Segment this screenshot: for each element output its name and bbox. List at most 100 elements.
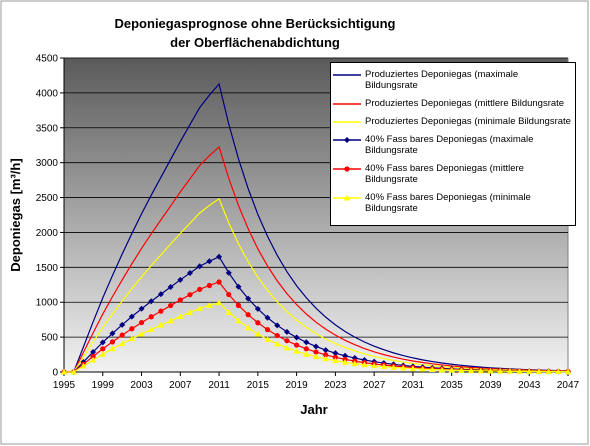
series-line xyxy=(64,82,569,373)
legend-swatch xyxy=(333,194,361,201)
data-point xyxy=(516,368,523,374)
data-point xyxy=(138,319,145,326)
x-tick-label: 2027 xyxy=(363,380,386,391)
data-point xyxy=(293,334,300,341)
legend-swatch xyxy=(333,166,361,172)
data-point xyxy=(312,353,320,360)
data-point xyxy=(99,339,106,346)
data-point xyxy=(197,286,203,292)
data-point xyxy=(235,302,242,308)
data-point xyxy=(225,269,232,276)
data-point xyxy=(284,338,290,344)
x-tick-label: 1999 xyxy=(92,380,115,391)
legend-entry: 40% Fass bares Deponiegas (mittlere Bild… xyxy=(333,163,573,185)
data-point xyxy=(119,332,125,338)
data-point xyxy=(293,348,300,354)
legend-swatch xyxy=(333,137,361,143)
data-point xyxy=(303,350,310,357)
data-point xyxy=(196,263,203,270)
x-tick-label: 2023 xyxy=(324,380,347,391)
data-point xyxy=(390,364,397,370)
data-point xyxy=(313,349,319,355)
data-point xyxy=(235,317,242,324)
data-point xyxy=(148,314,154,320)
x-tick-label: 2003 xyxy=(130,380,153,391)
data-point xyxy=(225,309,232,315)
data-point xyxy=(128,335,136,342)
y-tick-label: 4000 xyxy=(36,88,59,99)
data-point xyxy=(138,305,145,312)
data-point xyxy=(303,339,310,346)
x-axis-label: Jahr xyxy=(300,402,327,417)
data-point xyxy=(196,305,203,311)
y-axis-label: Deponiegas [m³/h] xyxy=(8,158,23,271)
x-tick-label: 1995 xyxy=(53,380,76,391)
data-point xyxy=(323,352,329,358)
data-point xyxy=(70,368,77,375)
y-tick-label: 3500 xyxy=(36,123,59,134)
data-point xyxy=(167,284,174,291)
data-point xyxy=(303,346,309,352)
data-point xyxy=(526,368,533,374)
y-tick-label: 0 xyxy=(52,368,58,379)
data-point xyxy=(89,356,97,363)
data-point xyxy=(255,320,261,326)
data-point xyxy=(157,321,165,328)
data-point xyxy=(254,305,261,312)
legend-entry: 40% Fass bares Deponiegas (maximale Bild… xyxy=(333,134,573,156)
data-point xyxy=(341,359,349,365)
legend-swatch xyxy=(333,121,361,123)
x-tick-label: 2011 xyxy=(208,380,230,391)
data-point xyxy=(90,348,97,355)
data-point xyxy=(487,367,494,374)
x-tick-label: 2043 xyxy=(518,380,541,391)
data-point xyxy=(206,302,213,308)
legend-marker xyxy=(343,194,351,201)
legend-label: 40% Fass bares Deponiegas (minimale Bild… xyxy=(365,192,531,214)
data-point xyxy=(370,362,378,369)
data-point xyxy=(274,340,281,347)
series-line xyxy=(64,197,569,373)
series-line xyxy=(64,145,569,373)
y-tick-label: 4500 xyxy=(36,54,59,65)
data-point xyxy=(187,292,193,298)
x-tick-label: 2007 xyxy=(169,380,192,391)
y-tick-label: 500 xyxy=(41,333,58,344)
data-point xyxy=(129,326,135,332)
data-point xyxy=(351,360,358,367)
data-point xyxy=(254,330,262,337)
data-point xyxy=(206,258,213,265)
legend-label: Produziertes Deponiegas (minimale Bildun… xyxy=(365,116,571,127)
x-tick-label: 2035 xyxy=(441,380,464,391)
data-point xyxy=(283,344,291,351)
data-point xyxy=(215,299,223,306)
legend: Produziertes Deponiegas (maximale Bildun… xyxy=(330,62,576,226)
data-point xyxy=(148,298,155,305)
data-point xyxy=(119,321,126,328)
legend-label: 40% Fass bares Deponiegas (mittlere Bild… xyxy=(365,163,524,185)
data-point xyxy=(448,366,455,373)
legend-label: Produziertes Deponiegas (mittlere Bildun… xyxy=(365,98,565,109)
data-point xyxy=(187,270,193,277)
data-point xyxy=(245,312,251,318)
data-point xyxy=(400,364,407,371)
data-point xyxy=(245,295,252,302)
data-point xyxy=(322,347,329,354)
data-point xyxy=(167,317,174,324)
legend-marker xyxy=(344,166,350,172)
data-point xyxy=(264,336,271,342)
data-point xyxy=(477,367,484,374)
data-point xyxy=(186,309,194,315)
data-point xyxy=(158,308,164,314)
x-tick-label: 2031 xyxy=(402,380,425,391)
data-point xyxy=(283,328,290,335)
data-point xyxy=(148,326,155,332)
legend-entry: Produziertes Deponiegas (mittlere Bildun… xyxy=(333,98,573,109)
data-point xyxy=(332,350,339,357)
data-point xyxy=(429,366,436,372)
data-point xyxy=(216,253,223,260)
data-point xyxy=(467,367,475,374)
data-point xyxy=(244,324,252,331)
